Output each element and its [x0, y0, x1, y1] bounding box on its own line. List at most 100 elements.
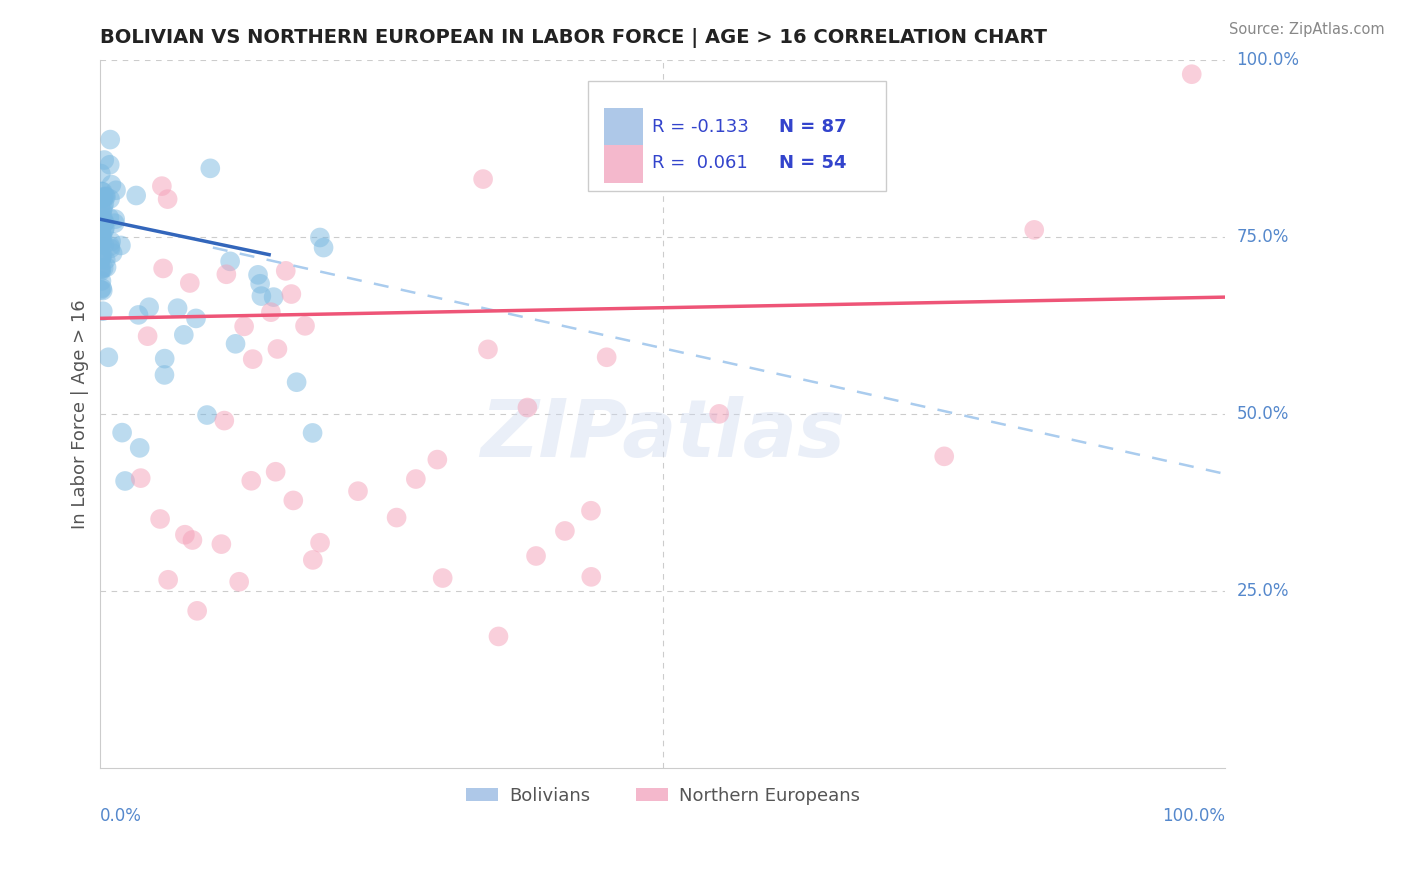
Point [472, 172, 495, 186]
Point [94, 221, 117, 235]
Point [100, 178, 122, 192]
FancyBboxPatch shape [605, 108, 643, 146]
Point [89, 218, 111, 232]
Text: 25.0%: 25.0% [1237, 582, 1289, 599]
Point [477, 343, 499, 357]
Point [432, 571, 454, 585]
Point [93, 196, 115, 211]
Point [93, 216, 115, 230]
Point [91, 212, 114, 227]
Point [128, 441, 150, 455]
Point [595, 351, 617, 365]
Point [93, 215, 115, 229]
Point [105, 183, 128, 197]
Point [209, 537, 232, 551]
Point [1024, 223, 1046, 237]
Point [91, 191, 114, 205]
Point [347, 484, 370, 499]
Point [90, 228, 112, 243]
Text: N = 54: N = 54 [779, 154, 846, 172]
Point [153, 351, 176, 366]
Point [242, 352, 264, 367]
Point [91, 201, 114, 215]
Point [153, 368, 176, 382]
Point [104, 216, 127, 230]
Point [554, 524, 576, 538]
Point [91, 304, 114, 318]
Text: Source: ZipAtlas.com: Source: ZipAtlas.com [1229, 22, 1385, 37]
Point [98, 211, 121, 225]
Point [89, 201, 111, 215]
Point [98, 239, 121, 253]
FancyBboxPatch shape [588, 81, 886, 191]
Legend: Bolivians, Northern Europeans: Bolivians, Northern Europeans [458, 780, 868, 812]
Point [285, 375, 308, 389]
Point [93, 237, 115, 252]
Point [93, 215, 115, 229]
Point [91, 249, 114, 263]
Point [173, 327, 195, 342]
Point [579, 504, 602, 518]
Point [104, 212, 127, 227]
Point [91, 235, 114, 250]
Point [309, 230, 332, 244]
Point [283, 493, 305, 508]
Point [405, 472, 427, 486]
Point [186, 604, 208, 618]
Point [100, 235, 122, 249]
Point [98, 158, 121, 172]
Point [91, 231, 114, 245]
Point [100, 242, 122, 256]
Point [264, 465, 287, 479]
Point [249, 277, 271, 291]
Point [90, 262, 112, 277]
Point [90, 227, 112, 241]
Point [136, 329, 159, 343]
Point [233, 319, 256, 334]
Point [90, 226, 112, 240]
Point [280, 287, 302, 301]
Point [385, 510, 408, 524]
Point [166, 301, 188, 315]
Point [309, 535, 332, 549]
Point [93, 190, 115, 204]
Point [91, 216, 114, 230]
Point [174, 527, 197, 541]
Point [90, 274, 112, 288]
Point [91, 203, 114, 218]
Point [98, 132, 121, 146]
Point [91, 284, 114, 298]
Point [94, 189, 117, 203]
Point [96, 260, 118, 275]
Text: N = 87: N = 87 [779, 118, 846, 136]
Point [90, 167, 112, 181]
Point [200, 161, 222, 176]
Point [157, 573, 180, 587]
Point [219, 254, 242, 268]
Point [111, 425, 134, 440]
Point [90, 225, 112, 239]
Point [91, 214, 114, 228]
Point [90, 251, 112, 265]
Point [125, 188, 148, 202]
Point [312, 241, 335, 255]
Point [90, 193, 112, 207]
Point [488, 629, 510, 643]
Point [156, 192, 179, 206]
Point [91, 185, 114, 199]
Point [90, 222, 112, 236]
Point [94, 190, 117, 204]
Point [266, 342, 288, 356]
Point [426, 452, 449, 467]
Point [90, 283, 112, 297]
Point [138, 300, 160, 314]
Point [93, 261, 115, 276]
Point [184, 311, 207, 326]
Point [90, 250, 112, 264]
Point [89, 235, 111, 250]
Text: 50.0%: 50.0% [1237, 405, 1289, 423]
Point [90, 229, 112, 244]
Point [114, 474, 136, 488]
Point [98, 192, 121, 206]
Point [97, 351, 120, 365]
